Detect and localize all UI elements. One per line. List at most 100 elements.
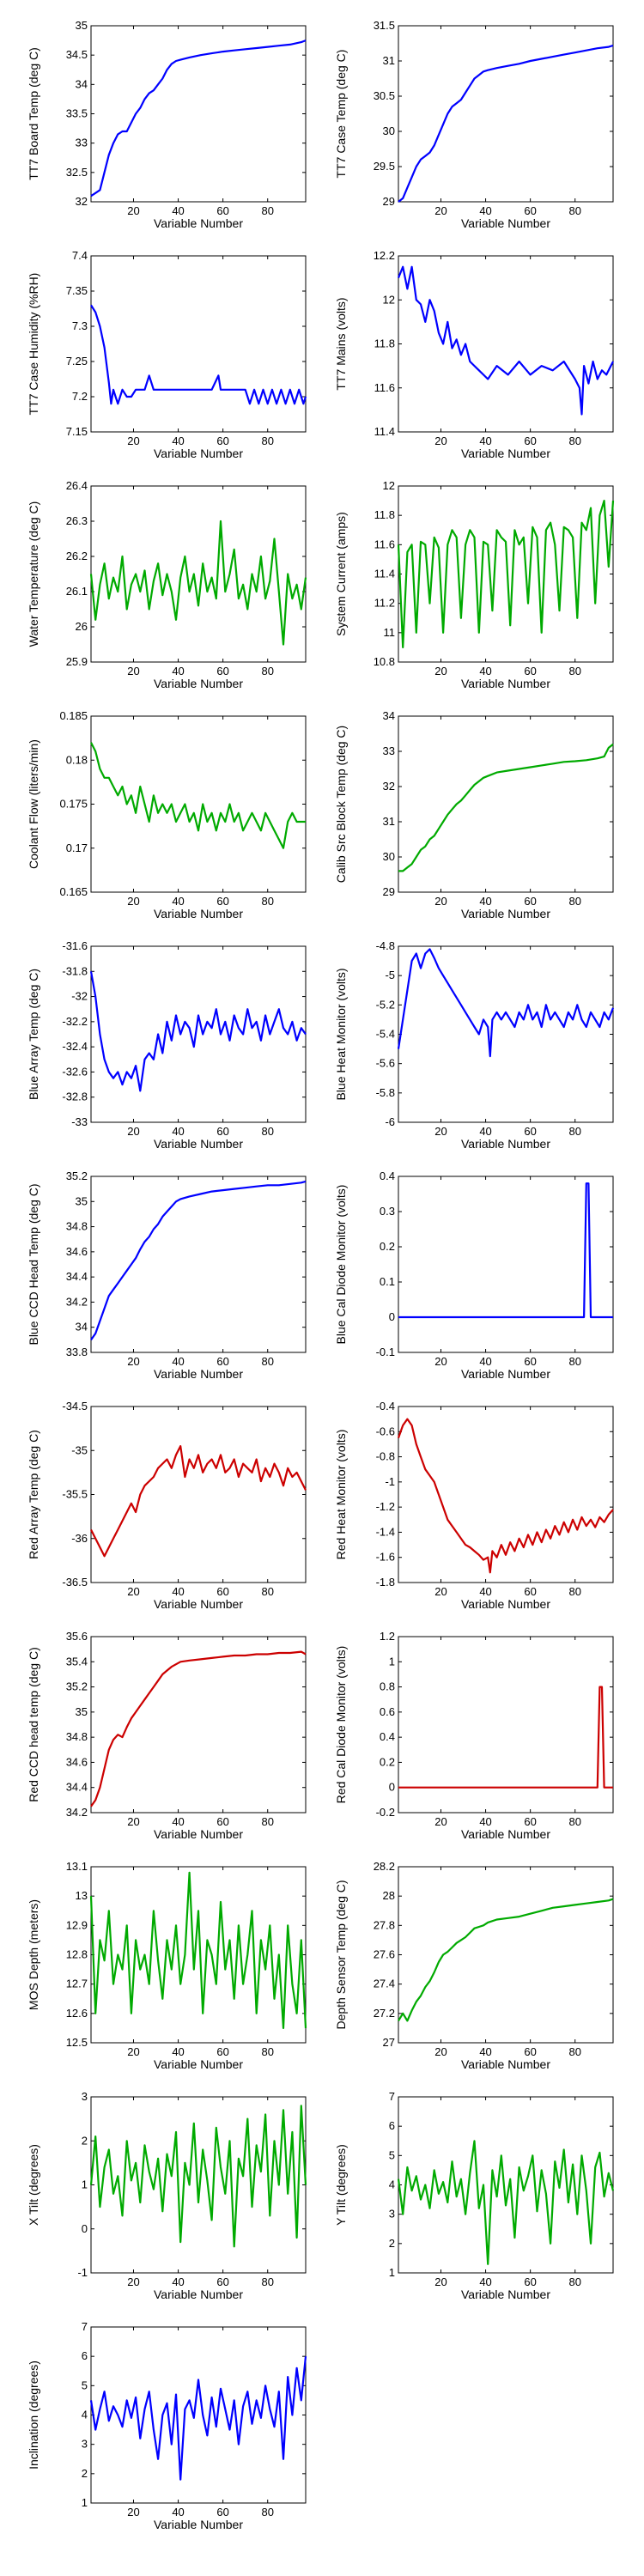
x-tick-label: 80 <box>261 1815 273 1828</box>
y-tick-label: 7.35 <box>66 284 88 297</box>
data-series-line <box>89 971 307 1092</box>
data-series-line <box>397 265 614 416</box>
y-tick-label: 34.2 <box>66 1295 88 1308</box>
y-axis-label: Blue CCD Head Temp (deg C) <box>27 1183 40 1345</box>
plot-frame <box>398 715 614 893</box>
y-tick-label: 0.3 <box>380 1205 395 1218</box>
y-tick-label: -32.6 <box>62 1065 88 1078</box>
y-tick-label: 1 <box>82 2178 88 2191</box>
plot-frame <box>90 255 307 433</box>
data-series-line <box>397 2140 615 2265</box>
x-tick-label: 40 <box>479 204 491 217</box>
x-tick-label: 60 <box>216 434 228 447</box>
chart-panel-9: 20 40 60 80 -33 -32.8 -32.6 -32.4 -32.2 -32 -31.8 -… <box>27 939 307 1151</box>
x-tick-label: 60 <box>216 895 228 908</box>
chart-panel-8: 20 40 60 80 29 30 31 32 33 34 Variable Number Calib… <box>334 709 614 920</box>
y-tick-label: 33.8 <box>66 1346 88 1358</box>
chart-panel-2: 20 40 60 80 29 29.5 30 30.5 31 31.5 Variable Numbe… <box>334 19 614 230</box>
chart-panel-4: 20 40 60 80 11.4 11.6 11.8 12 12.2 Variable Numbe… <box>334 249 614 460</box>
y-tick-label: 34.4 <box>66 1781 88 1794</box>
x-tick-label: 60 <box>216 204 228 217</box>
y-axis-label: Red Array Temp (deg C) <box>27 1430 40 1559</box>
x-axis-label: Variable Number <box>154 2518 243 2531</box>
y-tick-label: 26.2 <box>66 550 88 562</box>
x-tick-label: 80 <box>261 2045 273 2058</box>
y-tick-label: 12.6 <box>66 2007 88 2020</box>
y-tick-label: -5.4 <box>376 1028 395 1041</box>
chart-panel-3: 20 40 60 80 7.15 7.2 7.25 7.3 7.35 7.4 Variable Nu… <box>27 249 307 460</box>
chart-panel-12: 20 40 60 80 -0.1 0 0.1 0.2 0.3 0.4 Variable Number… <box>334 1170 614 1381</box>
plot-frame <box>398 1866 614 2044</box>
plot-frame <box>90 1636 307 1814</box>
data-series-line <box>397 948 615 1058</box>
y-tick-label: -1.2 <box>376 1500 395 1513</box>
x-tick-label: 20 <box>127 2506 139 2518</box>
plot-frame <box>398 1176 614 1353</box>
x-tick-label: 80 <box>261 665 273 677</box>
x-tick-label: 20 <box>434 1815 447 1828</box>
y-tick-label: -35.5 <box>62 1488 88 1501</box>
x-tick-label: 80 <box>568 1355 580 1368</box>
y-tick-label: -31.8 <box>62 964 88 977</box>
y-tick-label: 33.5 <box>66 107 88 120</box>
y-axis-label: Red Cal Diode Monitor (volts) <box>334 1646 348 1804</box>
y-tick-label: 0.6 <box>380 1705 395 1718</box>
x-axis-label: Variable Number <box>154 1367 243 1381</box>
data-series-line <box>398 44 614 203</box>
x-tick-label: 60 <box>216 1355 228 1368</box>
y-tick-label: 31 <box>383 815 395 828</box>
y-tick-label: -1 <box>385 1475 395 1488</box>
chart-panel-16: 20 40 60 80 -0.2 0 0.2 0.4 0.6 0.8 1 1.2 Variable Nu… <box>334 1630 614 1841</box>
x-tick-label: 20 <box>434 2275 447 2288</box>
y-tick-label: 34 <box>76 1321 88 1334</box>
y-tick-label: 35 <box>76 19 88 32</box>
y-tick-label: -0.6 <box>376 1425 395 1437</box>
y-tick-label: 27.2 <box>374 2007 395 2020</box>
y-tick-label: 0.18 <box>66 753 88 766</box>
y-tick-label: 2 <box>82 2134 88 2147</box>
x-tick-label: 20 <box>434 665 447 677</box>
x-axis-label: Variable Number <box>154 216 243 230</box>
data-series-line <box>398 1182 613 1319</box>
x-tick-label: 80 <box>568 1125 580 1138</box>
data-series-line <box>90 39 307 197</box>
x-axis-label: Variable Number <box>154 1137 243 1151</box>
y-tick-label: 7 <box>389 2090 395 2103</box>
y-tick-label: 7.25 <box>66 355 88 368</box>
y-tick-label: 0 <box>389 1310 395 1323</box>
y-tick-label: 30 <box>383 850 395 863</box>
x-axis-label: Variable Number <box>461 447 550 460</box>
y-tick-label: 2 <box>389 2237 395 2250</box>
x-tick-label: 40 <box>479 1585 491 1598</box>
y-axis-label: Red Heat Monitor (volts) <box>334 1430 348 1560</box>
y-tick-label: 1 <box>389 1655 395 1668</box>
x-tick-label: 60 <box>524 2275 536 2288</box>
y-tick-label: 33 <box>76 137 88 149</box>
y-axis-label: Red CCD head temp (deg C) <box>27 1647 40 1802</box>
y-tick-label: 5 <box>82 2379 88 2391</box>
data-series-line <box>397 1418 614 1574</box>
x-tick-label: 80 <box>568 2275 580 2288</box>
x-tick-label: 80 <box>568 434 580 447</box>
y-tick-label: -6 <box>385 1115 395 1128</box>
y-tick-label: 7.15 <box>66 425 88 438</box>
x-tick-label: 20 <box>127 1585 139 1598</box>
x-axis-label: Variable Number <box>461 1597 550 1611</box>
y-tick-label: 34.4 <box>66 1270 88 1283</box>
y-tick-label: 35.6 <box>66 1630 88 1643</box>
chart-panel-5: 20 40 60 80 25.9 26 26.1 26.2 26.3 26.4 Variable N… <box>27 479 307 690</box>
y-tick-label: 13 <box>76 1889 88 1902</box>
x-tick-label: 40 <box>479 434 491 447</box>
x-tick-label: 20 <box>127 204 139 217</box>
y-tick-label: 7.3 <box>72 319 88 332</box>
data-series-line <box>89 519 307 646</box>
y-tick-label: 5 <box>389 2148 395 2161</box>
y-tick-label: -35 <box>71 1443 88 1456</box>
y-tick-label: 11.4 <box>374 425 395 438</box>
y-tick-label: 4 <box>82 2409 88 2421</box>
y-tick-label: 0.4 <box>380 1170 395 1182</box>
data-series-line <box>398 1898 614 2022</box>
y-tick-label: -0.1 <box>376 1346 395 1358</box>
y-tick-label: 27.8 <box>374 1918 395 1931</box>
y-axis-label: TT7 Case Temp (deg C) <box>334 50 348 179</box>
